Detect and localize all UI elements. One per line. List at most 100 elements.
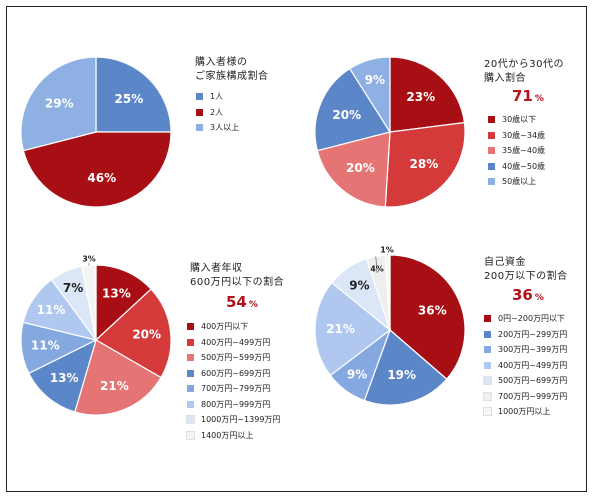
chart4-slice-4 <box>314 281 391 377</box>
chart3-legend-item-2: 400万円~499万円 <box>187 335 280 351</box>
chart2-legend-label-2: 30歳~34歳 <box>502 130 546 140</box>
chart1-legend-item-1: 1人 <box>196 89 239 105</box>
chart3-slice-4 <box>27 338 97 413</box>
chart4-legend-item-4: 400万円~499万円 <box>484 358 567 374</box>
chart1-legend-label-1: 1人 <box>210 92 224 102</box>
chart2-title: 20代から30代の 購入割合 <box>484 58 564 86</box>
chart4-legend-label-1: 0円~200万円以下 <box>498 314 566 324</box>
chart1-slice-2 <box>22 131 172 208</box>
chart3-slice-8 <box>81 264 97 341</box>
chart4-legend-item-2: 200万円~299万円 <box>484 327 567 343</box>
chart4-highlight-unit: % <box>534 293 544 303</box>
chart2-slice-5 <box>348 56 391 135</box>
chart4-legend-swatch-7 <box>483 407 492 417</box>
chart2-legend-swatch-2 <box>488 131 495 139</box>
chart4-label-4: 21% <box>326 322 355 336</box>
chart2-slice-2 <box>384 121 466 208</box>
chart3-label-5: 11% <box>31 339 60 353</box>
chart1-title-line-2: ご家族構成割合 <box>195 71 269 82</box>
chart2-legend-label-1: 30歳以下 <box>502 115 537 125</box>
chart2-legend-swatch-4 <box>488 162 495 170</box>
chart4-legend-item-1: 0円~200万円以下 <box>484 311 567 327</box>
chart4-title-line-1: 自己資金 <box>484 257 526 268</box>
chart4-legend-label-3: 300万円~399万円 <box>498 345 568 355</box>
chart4-legend-swatch-2 <box>484 330 491 338</box>
chart3-legend: 400万円以下 400万円~499万円 500万円~599万円 600万円~699万円… <box>186 319 280 443</box>
chart2-title-line-2: 購入割合 <box>484 73 526 84</box>
chart3-legend-item-3: 500万円~599万円 <box>187 350 280 366</box>
chart2-legend: 30歳以下 30歳~34歳 35歳~40歳 40歳~50歳 50歳以上 <box>488 112 545 190</box>
chart1-slice-1 <box>95 56 172 133</box>
chart3-slice-1 <box>95 264 152 342</box>
chart4-leader-6 <box>375 256 378 274</box>
chart2-legend-item-3: 35歳~40歳 <box>488 143 545 159</box>
chart3-label-8: 3% <box>82 255 96 264</box>
chart2-label-5: 9% <box>365 73 385 87</box>
chart3-slice-3 <box>74 339 162 416</box>
chart3-highlight-value: 54 <box>226 293 247 311</box>
chart2-legend-item-2: 30歳~34歳 <box>488 128 545 144</box>
chart3-legend-item-1: 400万円以下 <box>187 319 280 335</box>
chart3-legend-label-5: 700万円~799万円 <box>201 384 271 394</box>
chart1-legend-swatch-1 <box>196 93 203 101</box>
chart3-title: 購入者年収 600万円以下の割合 <box>190 262 284 290</box>
chart4-leader-7 <box>386 253 388 256</box>
chart2-legend-swatch-1 <box>488 116 495 124</box>
chart3-legend-swatch-5 <box>187 385 194 393</box>
chart4-legend-swatch-4 <box>484 361 491 369</box>
chart3-legend-swatch-3 <box>187 354 194 362</box>
chart3-label-3: 21% <box>100 379 129 393</box>
chart4-label-7: 1% <box>380 246 394 255</box>
chart3-legend-swatch-7 <box>186 415 195 425</box>
chart3-label-2: 20% <box>132 327 161 341</box>
chart4-title: 自己資金 200万以下の割合 <box>484 256 568 284</box>
chart3-legend-swatch-6 <box>187 400 194 408</box>
chart4-legend-item-5: 500万円~699万円 <box>483 373 568 389</box>
chart3-slice-2 <box>94 288 172 379</box>
chart2-legend-item-4: 40歳~50歳 <box>488 159 545 175</box>
chart4-label-5: 9% <box>349 279 369 293</box>
chart4-highlight: 36% <box>512 286 544 304</box>
chart2-title-line-1: 20代から30代の <box>484 59 564 70</box>
chart3-legend-item-4: 600万円~699万円 <box>187 366 280 382</box>
chart3-legend-label-4: 600万円~699万円 <box>201 368 271 378</box>
chart3-label-1: 13% <box>102 286 131 300</box>
chart2-legend-item-5: 50歳以上 <box>488 174 545 190</box>
chart4-title-line-2: 200万以下の割合 <box>484 271 568 282</box>
chart3-title-line-2: 600万円以下の割合 <box>190 277 285 288</box>
chart4-legend-label-2: 200万円~299万円 <box>498 329 568 339</box>
chart2-slice-1 <box>389 56 466 133</box>
chart4-slice-2 <box>363 328 448 406</box>
chart4-slice-1 <box>389 254 466 380</box>
chart4-label-1: 36% <box>418 304 447 318</box>
chart2-legend-item-1: 30歳以下 <box>488 112 545 128</box>
chart2-highlight-value: 71 <box>512 87 533 105</box>
chart3-label-4: 13% <box>50 371 79 385</box>
chart1-title-line-1: 購入者様の <box>195 57 248 68</box>
chart2-label-4: 20% <box>332 108 361 122</box>
chart1-legend-label-2: 2人 <box>210 107 224 117</box>
chart4-label-3: 9% <box>347 368 367 382</box>
chart2-legend-label-3: 35歳~40歳 <box>502 146 546 156</box>
chart2-label-3: 20% <box>346 161 375 175</box>
chart4-legend-label-5: 500万円~699万円 <box>498 376 568 386</box>
chart3-title-line-1: 購入者年収 <box>190 263 243 274</box>
chart4-label-2: 19% <box>387 368 416 382</box>
chart2-slice-4 <box>314 67 391 152</box>
chart3-legend-item-6: 800万円~999万円 <box>187 397 280 413</box>
chart1-legend-label-3: 3人以上 <box>210 123 240 133</box>
chart2-legend-swatch-5 <box>488 178 495 186</box>
chart1-legend-swatch-2 <box>196 108 203 116</box>
chart3-label-6: 11% <box>37 303 66 317</box>
chart2-highlight-unit: % <box>534 94 544 104</box>
chart4-legend-label-6: 700万円~999万円 <box>498 391 568 401</box>
chart2-slice-3 <box>316 131 391 208</box>
chart1-title: 購入者様のご家族構成割合 <box>195 56 269 84</box>
chart3-legend-label-8: 1400万円以上 <box>201 430 254 440</box>
chart4-legend-swatch-6 <box>483 391 492 401</box>
chart2-label-1: 23% <box>406 90 435 104</box>
chart4-legend-label-4: 400万円~499万円 <box>498 360 568 370</box>
chart1-label-3: 29% <box>45 97 74 111</box>
chart3-legend-swatch-8 <box>186 430 195 440</box>
